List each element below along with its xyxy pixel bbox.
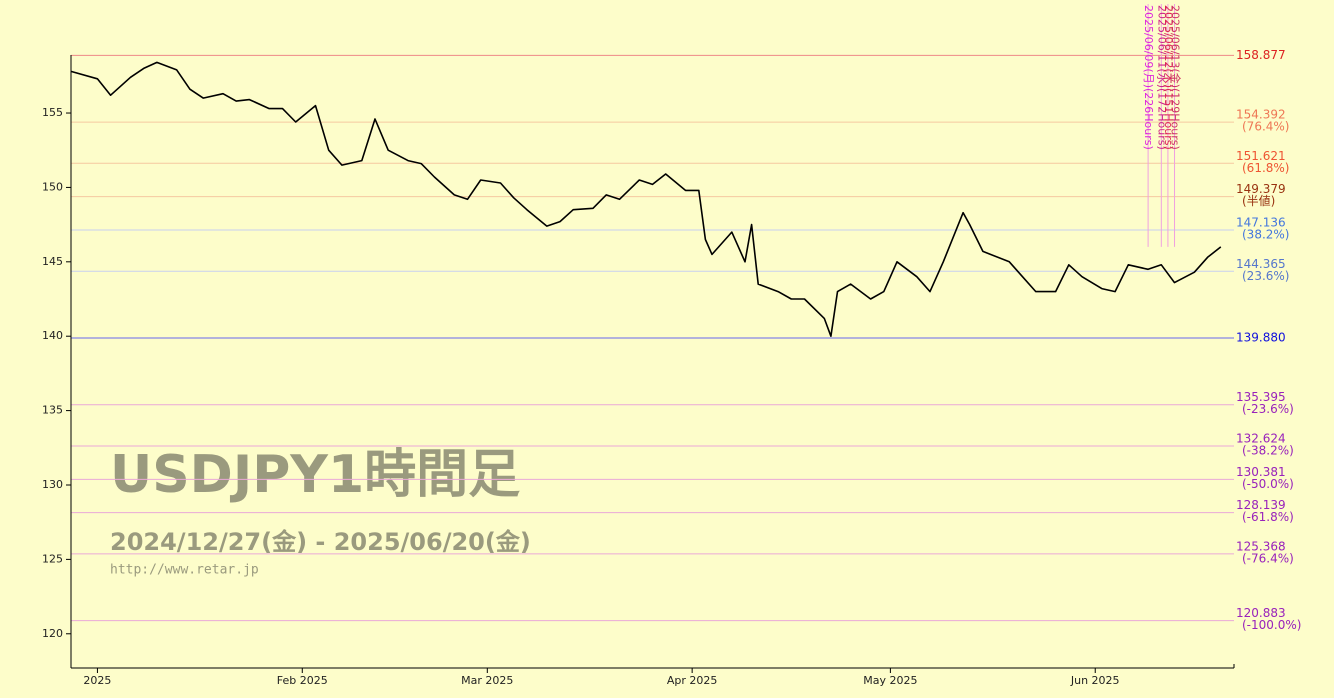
- x-tick-label: May 2025: [863, 674, 917, 687]
- level-label: 135.395: [1236, 390, 1286, 404]
- y-tick-label: 125: [42, 552, 63, 565]
- y-tick-label: 145: [42, 255, 63, 268]
- level-ratio: (61.8%): [1242, 161, 1289, 175]
- level-ratio: (-76.4%): [1242, 551, 1294, 565]
- source: http://www.retar.jp: [110, 563, 259, 578]
- level-ratio: (半値): [1242, 193, 1275, 208]
- level-label: 158.877: [1236, 48, 1286, 62]
- level-ratio: (-38.2%): [1242, 443, 1294, 457]
- chart-subtitle: 2024/12/27(金) - 2025/06/20(金): [110, 528, 531, 556]
- level-label: 128.139: [1236, 498, 1286, 512]
- x-tick-label: Apr 2025: [667, 674, 718, 687]
- level-label: 144.365: [1236, 257, 1286, 271]
- level-label: 120.883: [1236, 606, 1286, 620]
- marker-label: 2025/06/13(金)(129Hours): [1169, 5, 1183, 150]
- y-tick-label: 140: [42, 329, 63, 342]
- marker-label: 2025/06/09(月)(226Hours): [1142, 5, 1155, 150]
- level-label: 125.368: [1236, 539, 1286, 553]
- marker-label: 2025/06/11(水)(172Hours): [1155, 5, 1168, 150]
- level-ratio: (-23.6%): [1242, 402, 1294, 416]
- x-tick-label: 2025: [83, 674, 111, 687]
- y-tick-label: 150: [42, 180, 63, 193]
- level-label: 139.880: [1236, 330, 1286, 344]
- y-tick-label: 120: [42, 627, 63, 640]
- level-ratio: (38.2%): [1242, 228, 1289, 242]
- level-label: 147.136: [1236, 216, 1286, 230]
- x-tick-label: Jun 2025: [1070, 674, 1120, 687]
- x-tick-label: Feb 2025: [277, 674, 328, 687]
- level-label: 149.379: [1236, 182, 1286, 196]
- price-line: [70, 61, 1222, 337]
- y-tick-label: 135: [42, 404, 63, 417]
- marker-label: 2025/06/12(木)(151Hours): [1162, 5, 1175, 150]
- level-label: 132.624: [1236, 431, 1286, 445]
- level-ratio: (76.4%): [1242, 120, 1289, 134]
- y-tick-label: 130: [42, 478, 63, 491]
- level-ratio: (-100.0%): [1242, 618, 1301, 632]
- level-ratio: (23.6%): [1242, 269, 1289, 283]
- x-tick-label: Mar 2025: [461, 674, 513, 687]
- level-ratio: (-50.0%): [1242, 477, 1294, 491]
- level-label: 154.392: [1236, 108, 1286, 122]
- level-ratio: (-61.8%): [1242, 510, 1294, 524]
- level-label: 151.621: [1236, 149, 1286, 163]
- chart-title: USDJPY1時間足: [110, 445, 520, 505]
- level-label: 130.381: [1236, 465, 1286, 479]
- y-tick-label: 155: [42, 106, 63, 119]
